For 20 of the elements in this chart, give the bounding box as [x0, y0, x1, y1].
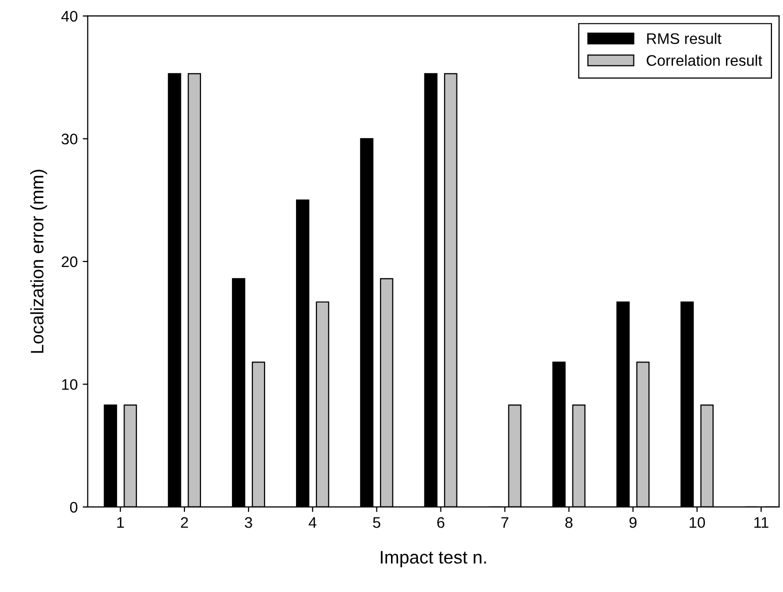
y-tick-label: 10 — [62, 379, 78, 390]
x-tick-label: 3 — [244, 517, 252, 528]
x-tick-label: 1 — [117, 517, 124, 528]
x-tick-label: 4 — [308, 517, 316, 528]
x-tick-label: 8 — [565, 517, 572, 528]
x-axis-title: Impact test n. — [380, 551, 486, 568]
y-axis-title: Localization error (mm) — [30, 170, 48, 353]
y-tick-label: 40 — [61, 10, 78, 22]
y-tick-label: 0 — [70, 502, 78, 513]
y-tick-label: 20 — [62, 256, 78, 268]
legend-label: RMS result — [647, 32, 722, 44]
legend-label: Correlation result — [646, 54, 762, 66]
x-tick-label: 5 — [373, 517, 380, 528]
x-tick-label: 10 — [690, 517, 705, 528]
x-tick-label: 2 — [180, 517, 188, 528]
x-tick-label: 6 — [437, 517, 444, 528]
x-tick-label: 7 — [501, 517, 508, 528]
x-tick-label: 11 — [754, 517, 768, 528]
x-tick-label: 9 — [629, 517, 637, 528]
y-tick-label: 30 — [62, 134, 78, 144]
